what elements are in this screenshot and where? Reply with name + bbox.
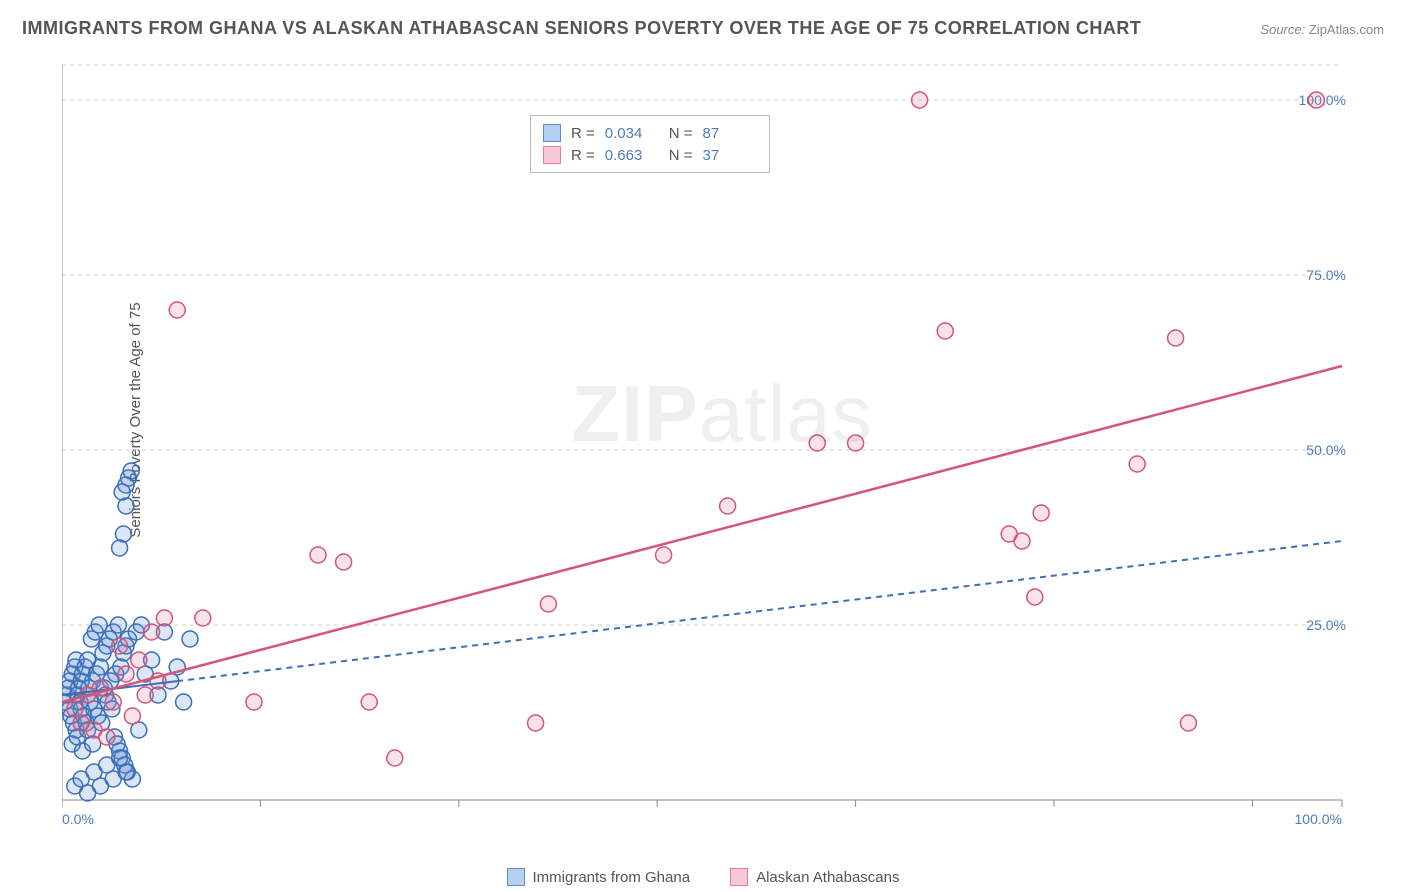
- data-point: [118, 764, 134, 780]
- source-value: ZipAtlas.com: [1309, 22, 1384, 37]
- svg-text:25.0%: 25.0%: [1306, 617, 1346, 633]
- data-point: [110, 617, 126, 633]
- data-point: [115, 526, 131, 542]
- chart-area: 0.0%100.0%25.0%50.0%75.0%100.0% ZIPatlas…: [62, 55, 1382, 835]
- stat-n-value: 37: [703, 147, 757, 164]
- data-point: [809, 435, 825, 451]
- data-point: [336, 554, 352, 570]
- data-point: [156, 610, 172, 626]
- legend-item: Alaskan Athabascans: [730, 868, 899, 886]
- stat-r-value: 0.663: [605, 147, 659, 164]
- data-point: [137, 687, 153, 703]
- data-point: [1180, 715, 1196, 731]
- svg-text:100.0%: 100.0%: [1295, 811, 1342, 827]
- svg-text:0.0%: 0.0%: [62, 811, 94, 827]
- data-point: [144, 624, 160, 640]
- data-point: [123, 463, 139, 479]
- legend-item: Immigrants from Ghana: [507, 868, 691, 886]
- legend-swatch: [507, 868, 525, 886]
- data-point: [1308, 92, 1324, 108]
- source-label: Source:: [1260, 22, 1305, 37]
- data-point: [99, 729, 115, 745]
- stat-r-value: 0.034: [605, 125, 659, 142]
- data-point: [246, 694, 262, 710]
- stat-n-label: N =: [669, 147, 693, 164]
- source-attribution: Source: ZipAtlas.com: [1260, 22, 1384, 37]
- data-point: [656, 547, 672, 563]
- stat-r-label: R =: [571, 147, 595, 164]
- trend-line: [62, 366, 1342, 702]
- data-point: [92, 659, 108, 675]
- legend-label: Alaskan Athabascans: [756, 869, 899, 886]
- stat-r-label: R =: [571, 125, 595, 142]
- data-point: [540, 596, 556, 612]
- data-point: [131, 652, 147, 668]
- data-point: [937, 323, 953, 339]
- data-point: [1129, 456, 1145, 472]
- chart-title: IMMIGRANTS FROM GHANA VS ALASKAN ATHABAS…: [22, 18, 1141, 39]
- svg-text:75.0%: 75.0%: [1306, 267, 1346, 283]
- data-point: [720, 498, 736, 514]
- data-point: [361, 694, 377, 710]
- data-point: [114, 484, 130, 500]
- legend-swatch: [543, 146, 561, 164]
- data-point: [195, 610, 211, 626]
- data-point: [1168, 330, 1184, 346]
- data-point: [169, 302, 185, 318]
- data-point: [912, 92, 928, 108]
- correlation-legend: R = 0.034 N = 87 R = 0.663 N = 37: [530, 115, 770, 173]
- data-point: [310, 547, 326, 563]
- legend-row: R = 0.034 N = 87: [543, 122, 757, 144]
- data-point: [528, 715, 544, 731]
- data-point: [105, 694, 121, 710]
- stat-n-label: N =: [669, 125, 693, 142]
- data-point: [112, 638, 128, 654]
- legend-swatch: [543, 124, 561, 142]
- data-point: [848, 435, 864, 451]
- series-legend: Immigrants from Ghana Alaskan Athabascans: [0, 868, 1406, 886]
- legend-label: Immigrants from Ghana: [533, 869, 691, 886]
- data-point: [387, 750, 403, 766]
- legend-row: R = 0.663 N = 37: [543, 144, 757, 166]
- svg-text:50.0%: 50.0%: [1306, 442, 1346, 458]
- data-point: [1027, 589, 1043, 605]
- data-point: [118, 666, 134, 682]
- data-point: [182, 631, 198, 647]
- data-point: [124, 708, 140, 724]
- legend-swatch: [730, 868, 748, 886]
- data-point: [1033, 505, 1049, 521]
- data-point: [176, 694, 192, 710]
- data-point: [1014, 533, 1030, 549]
- stat-n-value: 87: [703, 125, 757, 142]
